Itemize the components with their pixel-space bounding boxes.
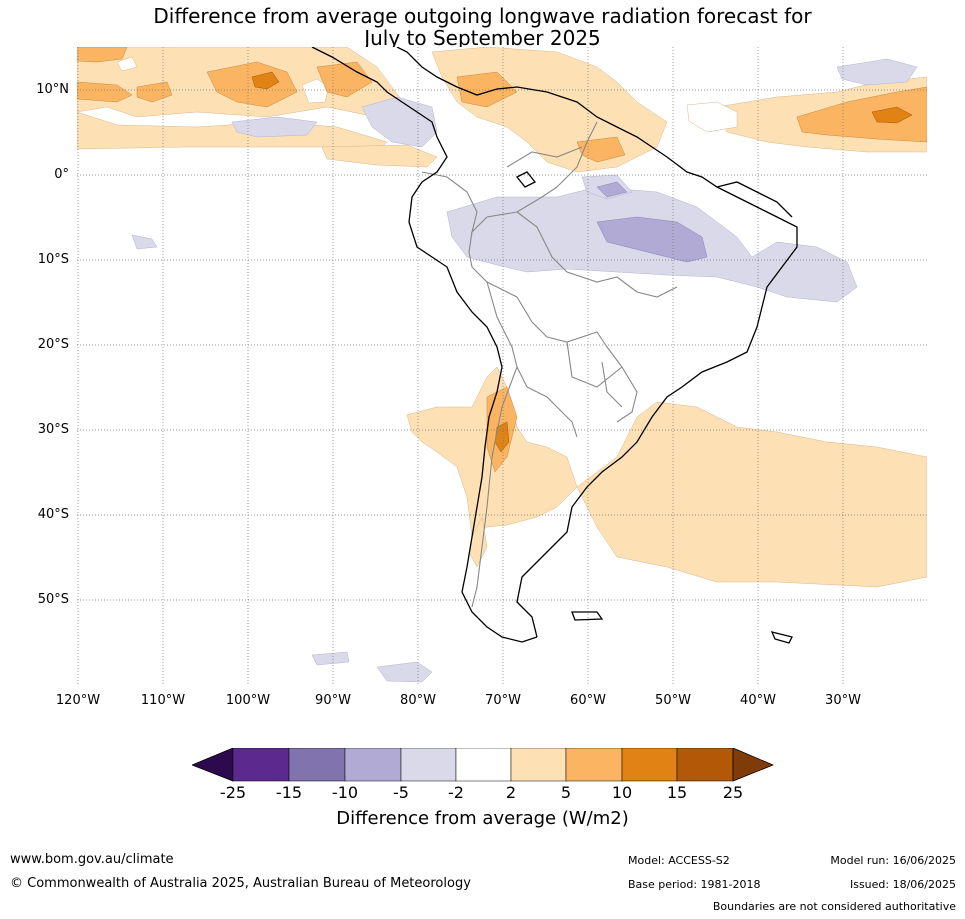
colorbar-tick: 2 bbox=[505, 783, 517, 802]
lat-label-30s: 30°S bbox=[37, 422, 69, 437]
model-run-text: Model run: 16/06/2025 bbox=[830, 854, 956, 867]
colorbar-tick: 15 bbox=[666, 783, 688, 802]
colorbar-tick: -25 bbox=[219, 783, 247, 802]
lon-label-50w: 50°W bbox=[655, 693, 691, 708]
colorbar-bin-5 bbox=[455, 748, 512, 782]
lon-label-30w: 30°W bbox=[825, 693, 861, 708]
colorbar-arrow-high bbox=[732, 748, 774, 782]
colorbar-tick: -10 bbox=[331, 783, 359, 802]
country-borders bbox=[421, 121, 678, 608]
colorbar-bin-4 bbox=[400, 748, 457, 782]
colorbar-bin-7 bbox=[565, 748, 623, 782]
lon-label-80w: 80°W bbox=[400, 693, 436, 708]
map-title: Difference from average outgoing longwav… bbox=[0, 5, 965, 49]
base-period-text: Base period: 1981-2018 bbox=[628, 878, 761, 891]
colorbar-arrow-low bbox=[192, 748, 234, 782]
copyright-text: © Commonwealth of Australia 2025, Austra… bbox=[10, 876, 471, 891]
lat-label-10n: 10°N bbox=[36, 82, 69, 97]
title-line-1: Difference from average outgoing longwav… bbox=[153, 4, 812, 28]
title-line-2: July to September 2025 bbox=[364, 26, 601, 50]
neutral-holes bbox=[116, 56, 738, 133]
map-panel bbox=[77, 47, 927, 685]
issued-text: Issued: 18/06/2025 bbox=[849, 878, 956, 891]
lat-label-0: 0° bbox=[54, 167, 69, 182]
map-svg bbox=[77, 47, 927, 685]
lon-label-90w: 90°W bbox=[315, 693, 351, 708]
boundaries-note: Boundaries are not considered authoritat… bbox=[712, 900, 956, 913]
colorbar-bin-8 bbox=[621, 748, 678, 782]
colorbar-bin-2 bbox=[288, 748, 346, 782]
anomaly-light-purple bbox=[131, 58, 918, 683]
lon-label-40w: 40°W bbox=[740, 693, 776, 708]
colorbar-bin-3 bbox=[344, 748, 402, 782]
lon-label-110w: 110°W bbox=[140, 693, 186, 708]
graticule bbox=[77, 47, 927, 685]
anomaly-light-orange bbox=[77, 47, 927, 588]
lon-label-70w: 70°W bbox=[485, 693, 521, 708]
model-text: Model: ACCESS-S2 bbox=[628, 854, 730, 867]
anomaly-medium-purple bbox=[596, 181, 708, 263]
colorbar-tick: 25 bbox=[722, 783, 744, 802]
colorbar-bin-6 bbox=[510, 748, 567, 782]
lat-label-10s: 10°S bbox=[37, 252, 69, 267]
lat-label-50s: 50°S bbox=[37, 592, 69, 607]
colorbar-tick: -15 bbox=[275, 783, 303, 802]
lon-label-60w: 60°W bbox=[570, 693, 606, 708]
lat-label-20s: 20°S bbox=[37, 337, 69, 352]
colorbar-bin-1 bbox=[232, 748, 290, 782]
colorbar-tick: -2 bbox=[448, 783, 464, 802]
anomaly-medium-orange bbox=[77, 47, 927, 473]
colorbar-bin-9 bbox=[676, 748, 734, 782]
colorbar-tick: 5 bbox=[560, 783, 572, 802]
lon-label-100w: 100°W bbox=[225, 693, 271, 708]
lon-label-120w: 120°W bbox=[55, 693, 101, 708]
colorbar-tick: 10 bbox=[611, 783, 633, 802]
website-link[interactable]: www.bom.gov.au/climate bbox=[10, 852, 174, 867]
colorbar-label: Difference from average (W/m2) bbox=[336, 808, 629, 829]
coastlines bbox=[311, 47, 798, 644]
colorbar-tick: -5 bbox=[393, 783, 409, 802]
colorbar bbox=[192, 748, 774, 782]
lat-label-40s: 40°S bbox=[37, 507, 69, 522]
